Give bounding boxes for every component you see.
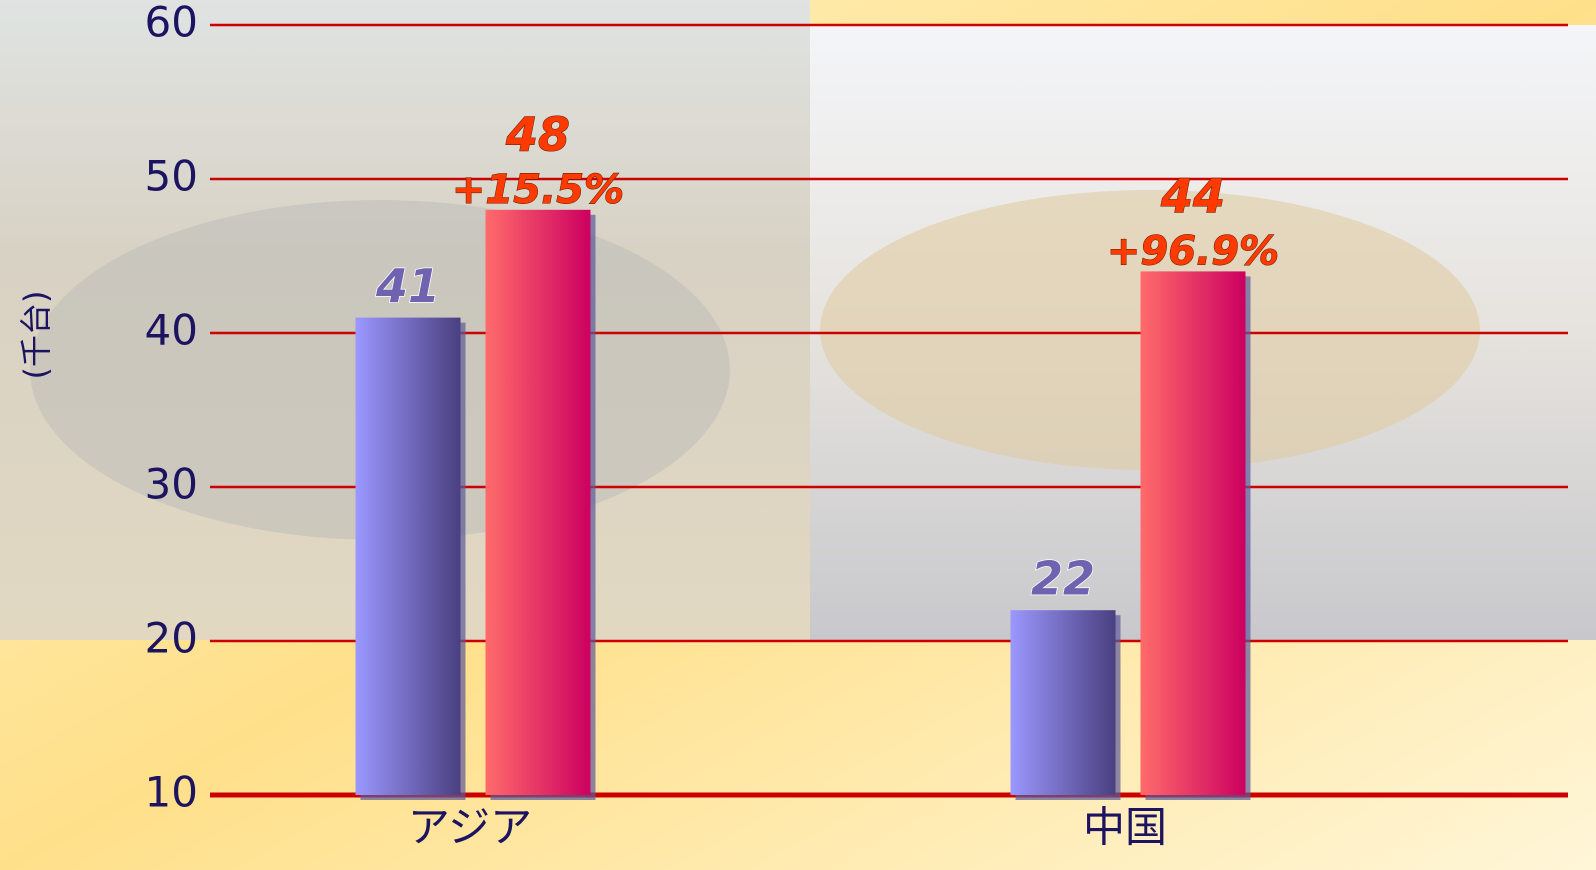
value-label: 41: [375, 259, 440, 313]
y-tick-label: 40: [145, 306, 198, 355]
bar: [485, 209, 591, 796]
y-tick-label: 50: [145, 152, 198, 201]
bar: [355, 317, 461, 795]
x-tick-label: アジア: [408, 803, 532, 852]
y-tick-label: 30: [145, 460, 198, 509]
annotation: +96.9%: [1107, 228, 1279, 274]
annotation: +15.5%: [452, 167, 624, 213]
bar: [1140, 271, 1246, 795]
y-tick-label: 60: [145, 0, 198, 47]
bar: [1010, 610, 1116, 795]
value-label: 48: [505, 107, 570, 161]
x-tick-label: 中国: [1083, 803, 1167, 852]
value-label: 44: [1160, 169, 1225, 223]
y-tick-label: 20: [145, 614, 198, 663]
y-tick-label: 10: [145, 768, 198, 817]
y-axis-label: (千台): [17, 291, 55, 380]
value-label: 22: [1031, 552, 1095, 606]
